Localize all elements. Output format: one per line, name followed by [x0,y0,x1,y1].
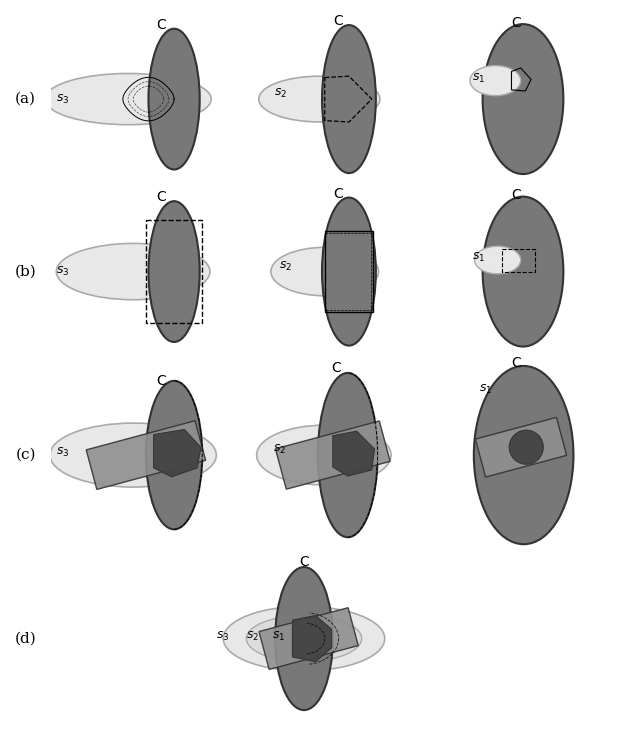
Ellipse shape [483,197,563,346]
Text: C: C [331,361,340,376]
Ellipse shape [474,366,573,544]
Text: $s_3$: $s_3$ [56,446,70,459]
Text: $s_2$: $s_2$ [279,260,292,273]
Ellipse shape [322,197,376,346]
Ellipse shape [50,423,216,487]
Text: C: C [156,374,166,388]
Ellipse shape [271,247,378,296]
Ellipse shape [257,425,391,485]
Text: $s_2$: $s_2$ [273,87,287,101]
Text: (c): (c) [15,448,36,462]
Text: $s_1$: $s_1$ [272,630,285,643]
Text: C: C [156,190,166,204]
Text: C: C [156,18,166,32]
Text: $s_2$: $s_2$ [273,443,286,456]
Polygon shape [154,429,201,477]
Text: C: C [511,189,521,203]
Ellipse shape [475,246,521,274]
Text: C: C [511,356,521,371]
Text: $s_1$: $s_1$ [479,383,492,396]
Ellipse shape [509,430,543,465]
Text: $s_1$: $s_1$ [472,72,486,85]
Ellipse shape [246,616,362,661]
Ellipse shape [148,29,200,170]
Polygon shape [476,418,566,477]
Polygon shape [292,616,332,661]
Text: (a): (a) [15,92,36,106]
Text: C: C [333,186,343,200]
Ellipse shape [146,381,202,529]
Text: $s_2$: $s_2$ [246,630,259,643]
Polygon shape [275,421,390,489]
Ellipse shape [483,24,563,174]
Polygon shape [86,421,205,490]
Text: $s_3$: $s_3$ [216,630,230,643]
Ellipse shape [318,373,378,537]
Ellipse shape [223,606,385,671]
Text: (b): (b) [15,264,36,279]
Ellipse shape [322,25,376,173]
Text: C: C [333,14,343,28]
Ellipse shape [269,624,339,653]
Ellipse shape [56,244,210,299]
Text: (d): (d) [15,631,36,646]
Text: C: C [511,16,521,30]
Text: $s_3$: $s_3$ [56,265,70,278]
Ellipse shape [470,65,521,95]
Text: $s_1$: $s_1$ [472,251,486,264]
Ellipse shape [259,76,380,122]
Ellipse shape [148,201,200,342]
Text: $s_3$: $s_3$ [56,92,70,106]
Ellipse shape [45,73,211,125]
Text: C: C [299,556,309,570]
Polygon shape [259,608,358,669]
Ellipse shape [275,567,333,710]
Polygon shape [333,431,374,476]
